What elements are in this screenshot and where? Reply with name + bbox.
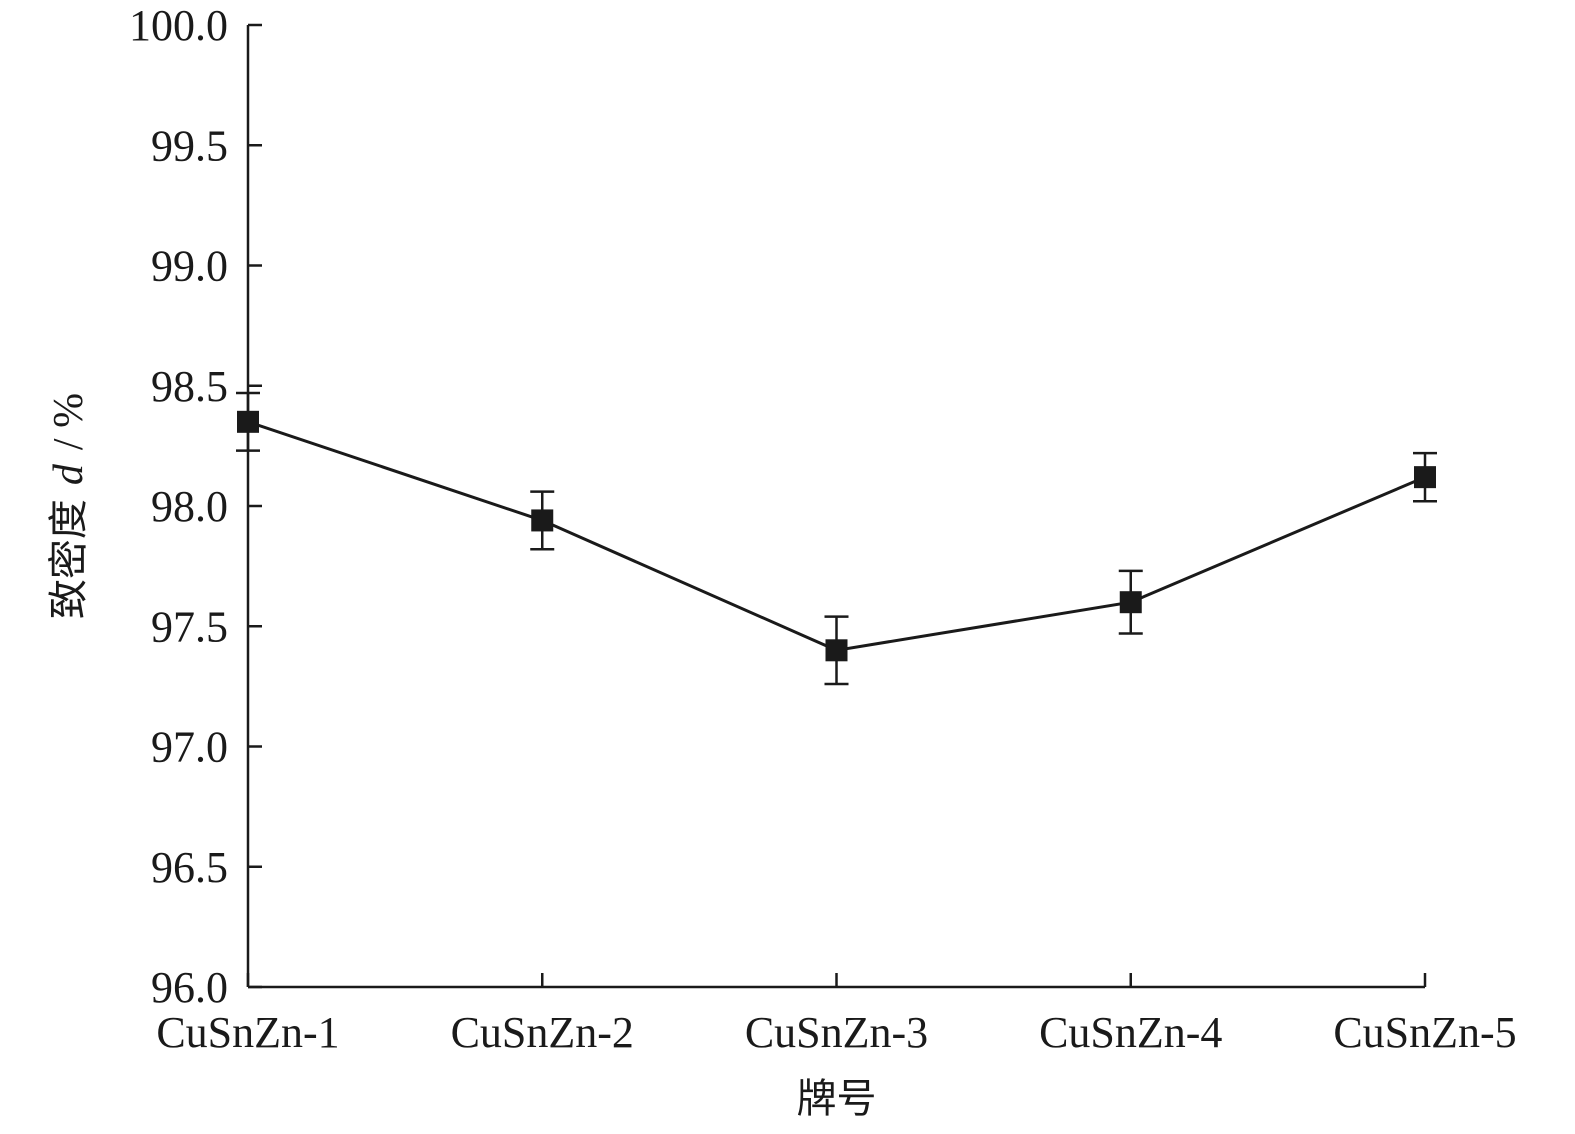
x-tick-label: CuSnZn-5	[1333, 1008, 1516, 1057]
y-tick-label: 98.5	[151, 362, 228, 411]
x-ticks: CuSnZn-1 CuSnZn-2 CuSnZn-3 CuSnZn-4 CuSnZn-5	[156, 973, 1517, 1057]
y-axis-title-prefix: 致密度	[46, 499, 92, 619]
data-point-marker	[825, 639, 848, 662]
y-tick-label: 99.5	[151, 121, 228, 170]
y-tick-label: 96.5	[151, 843, 228, 892]
y-axis-title: 致密度 d / %	[46, 393, 92, 619]
x-axis-title: 牌号	[797, 1076, 877, 1122]
svg-text:致密度d/ %: 致密度 d / %	[46, 393, 92, 619]
y-ticks: 96.0 96.5 97.0 97.5 98.0 98.5 99.0 99.5 100.0	[129, 1, 262, 1012]
y-tick-label: 97.0	[151, 723, 228, 772]
x-tick-label: CuSnZn-1	[156, 1008, 339, 1057]
y-axis-title-symbol: d	[46, 463, 92, 485]
axes	[246, 25, 1425, 989]
data-point-marker	[1119, 591, 1142, 614]
y-tick-label: 97.5	[151, 602, 228, 651]
y-tick-label: 98.0	[151, 482, 228, 531]
plot-area	[236, 391, 1437, 686]
y-tick-label: 99.0	[151, 242, 228, 291]
x-tick-label: CuSnZn-2	[451, 1008, 634, 1057]
y-tick-label: 100.0	[129, 1, 228, 50]
x-tick-label: CuSnZn-4	[1039, 1008, 1222, 1057]
x-tick-label: CuSnZn-3	[745, 1008, 928, 1057]
data-point-marker	[531, 509, 554, 532]
y-axis-title-unit: / %	[46, 393, 92, 450]
data-point-marker	[237, 410, 259, 433]
data-point-marker	[1414, 466, 1436, 489]
y-tick-label: 96.0	[151, 963, 228, 1012]
